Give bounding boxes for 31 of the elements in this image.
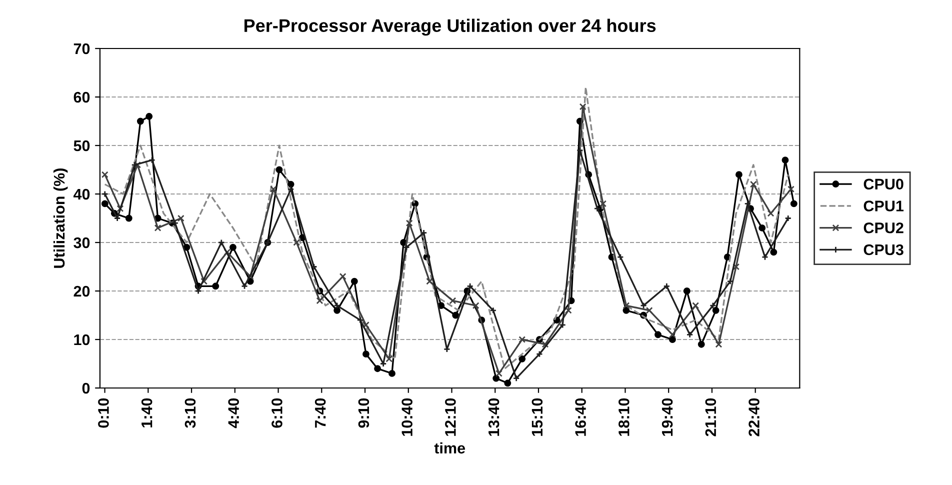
chart-title: Per-Processor Average Utilization over 24 hours: [244, 18, 656, 36]
x-tick-label: 4:40: [228, 398, 239, 428]
x-tick-label: 9:10: [358, 398, 370, 428]
y-tick-label: 50: [74, 140, 90, 152]
x-tick-label: 18:10: [618, 398, 630, 436]
y-tick-label: 70: [74, 43, 90, 54]
x-tick-label: 0:10: [98, 398, 109, 428]
x-tick-label: 13:40: [488, 398, 500, 436]
legend-label: CPU2: [864, 222, 904, 234]
legend-label: CPU0: [864, 178, 904, 190]
x-tick-label: 22:40: [748, 398, 760, 436]
x-tick-label: 12:10: [445, 398, 456, 436]
x-tick-label: 10:40: [402, 398, 412, 436]
x-tick-label: 19:40: [662, 398, 673, 436]
y-tick-label: 0: [82, 382, 90, 394]
x-tick-label: 3:10: [184, 398, 196, 428]
y-tick-label: 10: [74, 334, 90, 346]
x-axis-title: time: [434, 442, 466, 454]
y-tick-label: 30: [74, 237, 90, 248]
x-tick-label: 21:10: [705, 398, 716, 436]
y-axis-title: Utilization (%): [53, 168, 68, 268]
x-tick-label: 1:40: [141, 398, 152, 428]
legend-label: CPU3: [864, 244, 904, 256]
legend-label: CPU1: [864, 200, 904, 212]
y-tick-label: 20: [74, 286, 90, 297]
y-tick-label: 40: [73, 188, 90, 200]
x-tick-label: 6:10: [272, 398, 282, 428]
x-tick-label: 16:40: [575, 398, 586, 436]
x-tick-label: 15:10: [532, 398, 543, 436]
y-tick-label: 60: [74, 92, 90, 103]
x-tick-label: 7:40: [314, 398, 326, 428]
